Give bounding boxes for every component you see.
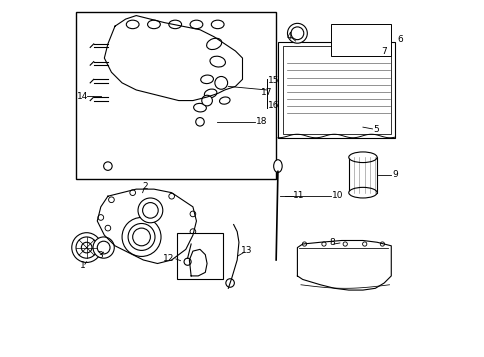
Ellipse shape <box>204 89 216 98</box>
Ellipse shape <box>348 152 377 162</box>
Circle shape <box>130 190 135 196</box>
Text: 15: 15 <box>268 76 279 85</box>
Text: 6: 6 <box>397 35 403 44</box>
Ellipse shape <box>200 75 213 84</box>
Bar <box>277 42 394 138</box>
Polygon shape <box>297 241 391 290</box>
Circle shape <box>72 233 101 262</box>
Text: 2: 2 <box>142 182 148 191</box>
Text: 9: 9 <box>391 170 397 180</box>
Bar <box>76 12 275 178</box>
Circle shape <box>201 95 212 106</box>
Circle shape <box>196 117 204 126</box>
Text: 16: 16 <box>268 101 279 110</box>
Circle shape <box>122 217 161 256</box>
Ellipse shape <box>211 20 224 29</box>
Bar <box>332 46 341 53</box>
Circle shape <box>93 237 114 258</box>
Text: 13: 13 <box>241 246 252 255</box>
Text: 1: 1 <box>79 261 85 270</box>
Circle shape <box>104 162 112 170</box>
Circle shape <box>362 242 366 246</box>
Ellipse shape <box>190 20 202 29</box>
Ellipse shape <box>273 160 282 172</box>
Circle shape <box>108 197 114 202</box>
Circle shape <box>81 242 92 253</box>
Circle shape <box>342 242 347 246</box>
Text: 5: 5 <box>373 125 378 134</box>
Circle shape <box>290 27 303 40</box>
Circle shape <box>168 193 174 199</box>
Text: 8: 8 <box>328 238 334 247</box>
Ellipse shape <box>219 97 229 104</box>
Text: 4: 4 <box>286 32 291 41</box>
Bar <box>331 24 391 56</box>
Text: 10: 10 <box>331 191 343 200</box>
Bar <box>348 157 377 193</box>
Ellipse shape <box>348 187 377 198</box>
Ellipse shape <box>126 20 139 29</box>
Ellipse shape <box>193 104 206 112</box>
Bar <box>283 46 391 134</box>
Text: 17: 17 <box>261 88 272 97</box>
Text: 3: 3 <box>97 251 103 260</box>
Circle shape <box>214 76 227 89</box>
Circle shape <box>76 237 97 258</box>
Text: 18: 18 <box>256 117 267 126</box>
Circle shape <box>379 242 384 246</box>
Bar <box>177 233 223 280</box>
Circle shape <box>97 241 110 254</box>
Circle shape <box>183 258 191 265</box>
Ellipse shape <box>147 20 160 29</box>
Circle shape <box>190 211 196 217</box>
Text: 12: 12 <box>163 255 174 263</box>
Text: 11: 11 <box>293 191 304 200</box>
Circle shape <box>133 228 150 246</box>
Circle shape <box>105 225 110 231</box>
Circle shape <box>142 202 158 218</box>
Text: 7: 7 <box>380 47 386 56</box>
Circle shape <box>321 242 325 246</box>
Circle shape <box>128 223 155 250</box>
Circle shape <box>190 229 196 235</box>
Circle shape <box>226 279 234 287</box>
Ellipse shape <box>210 56 225 67</box>
Circle shape <box>138 198 163 223</box>
Ellipse shape <box>206 38 221 50</box>
Circle shape <box>302 242 306 246</box>
Circle shape <box>287 23 307 43</box>
Circle shape <box>334 47 339 52</box>
Ellipse shape <box>168 20 181 29</box>
Text: 14: 14 <box>76 92 88 101</box>
Polygon shape <box>97 189 196 263</box>
Circle shape <box>98 215 104 220</box>
